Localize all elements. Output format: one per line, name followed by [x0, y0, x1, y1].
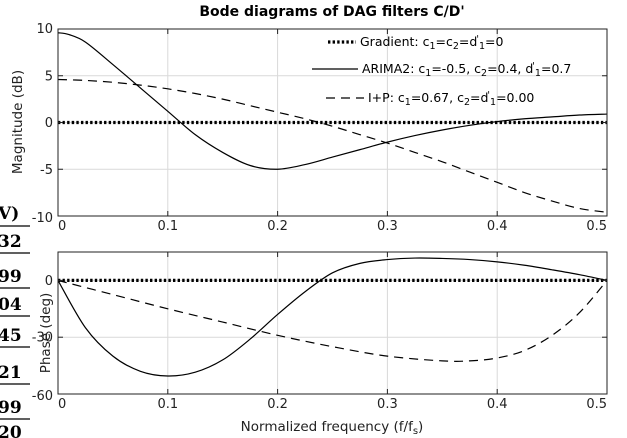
legend-label-dashed: I+P: c1=0.67, c2=d'1=0.00: [368, 90, 534, 109]
magnitude-y-tick-label: -10: [32, 211, 53, 226]
margin-fragment: 20: [0, 423, 22, 438]
phase-y-axis-label: Phase (deg): [38, 293, 54, 374]
magnitude-y-tick-label: 5: [45, 69, 53, 84]
magnitude-x-tick-label: 0.2: [267, 219, 288, 234]
phase-x-tick-label: 0.5: [586, 397, 607, 412]
magnitude-x-ticks: 0 0.1 0.2 0.3 0.4 0.5: [57, 29, 608, 234]
margin-fragment: 21: [0, 363, 22, 383]
margin-fragment: 45: [0, 326, 22, 346]
phase-y-ticks: 0 -30 -60: [32, 274, 607, 404]
phase-panel: 0 -30 -60 0 0.1 0.2 0.3 0.4 0.5 Phase (deg) Nor…: [32, 251, 608, 437]
cropped-margin-fragments: V) 32 99 04 45 21 99 20: [0, 204, 30, 438]
legend-label-solid: ARIMA2: c1=-0.5, c2=0.4, d'1=0.7: [362, 61, 571, 80]
phase-y-tick-label: -30: [32, 331, 53, 346]
phase-x-tick-label: 0.3: [377, 397, 398, 412]
magnitude-x-tick-label: 0.5: [586, 219, 607, 234]
magnitude-y-tick-label: 0: [45, 116, 53, 131]
phase-series-dashed: [57, 279, 608, 362]
magnitude-series-solid: [57, 32, 608, 170]
margin-fragment: V): [0, 204, 19, 224]
margin-fragment: 99: [0, 267, 22, 287]
magnitude-y-tick-label: -5: [40, 163, 53, 178]
phase-series-solid: [57, 257, 608, 377]
magnitude-series-dashed: [57, 78, 608, 213]
phase-y-tick-label: -60: [32, 389, 53, 404]
magnitude-y-ticks: 10 5 0 -5 -10: [32, 22, 607, 226]
chart-title: Bode diagrams of DAG filters C/D': [199, 4, 464, 20]
phase-x-axis-label: Normalized frequency (f/fs): [241, 419, 424, 437]
magnitude-x-tick-label: 0.3: [377, 219, 398, 234]
magnitude-x-tick-label: 0.1: [157, 219, 178, 234]
phase-x-tick-label: 0.2: [267, 397, 288, 412]
phase-x-tick-label: 0: [58, 397, 66, 412]
phase-x-tick-label: 0.4: [487, 397, 508, 412]
magnitude-y-tick-label: 10: [36, 22, 53, 37]
margin-fragment: 04: [0, 295, 22, 315]
magnitude-series: [57, 32, 608, 213]
phase-y-tick-label: 0: [45, 274, 53, 289]
magnitude-y-axis-label: Magnitude (dB): [10, 70, 26, 174]
magnitude-x-tick-label: 0.4: [487, 219, 508, 234]
phase-series: [57, 257, 608, 377]
magnitude-panel: 10 5 0 -5 -10 0 0.1 0.2 0.3 0.4 0.5 Magnitude (dB…: [10, 22, 608, 234]
legend: Gradient: c1=c2=d'1=0 ARIMA2: c1=-0.5, c2…: [312, 34, 571, 109]
margin-fragment: 99: [0, 398, 22, 418]
magnitude-x-tick-label: 0: [58, 219, 66, 234]
legend-label-dotted: Gradient: c1=c2=d'1=0: [360, 34, 503, 53]
margin-fragment: 32: [0, 232, 22, 252]
phase-x-tick-label: 0.1: [157, 397, 178, 412]
phase-x-ticks: 0 0.1 0.2 0.3 0.4 0.5: [57, 252, 608, 412]
